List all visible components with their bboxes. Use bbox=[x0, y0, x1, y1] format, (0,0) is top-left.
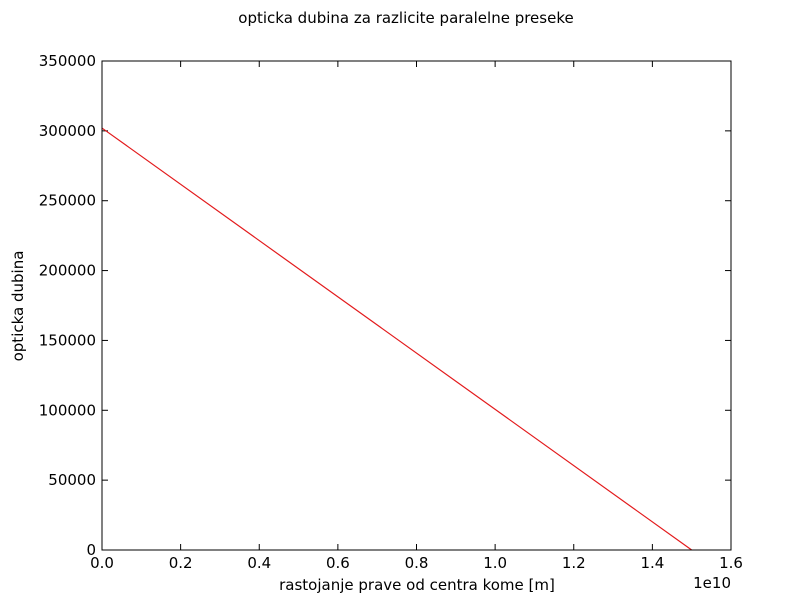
y-tick-label: 0 bbox=[86, 541, 96, 559]
x-axis-label: rastojanje prave od centra kome [m] bbox=[279, 576, 555, 594]
y-tick-label: 350000 bbox=[39, 52, 96, 70]
x-tick-label: 0.0 bbox=[90, 554, 114, 572]
x-tick-label: 1.4 bbox=[640, 554, 664, 572]
x-tick-label: 1.2 bbox=[562, 554, 586, 572]
y-tick-label: 200000 bbox=[39, 262, 96, 280]
chart-title: opticka dubina za razlicite paralelne pr… bbox=[238, 9, 573, 27]
series-line bbox=[101, 127, 693, 551]
x-tick-label: 0.8 bbox=[405, 554, 429, 572]
x-axis-offset-label: 1e10 bbox=[693, 574, 731, 592]
plot-area-frame bbox=[101, 60, 732, 551]
y-tick-label: 50000 bbox=[48, 471, 96, 489]
y-axis-label: opticka dubina bbox=[9, 251, 27, 362]
y-tick-label: 250000 bbox=[39, 192, 96, 210]
y-tick-label: 300000 bbox=[39, 122, 96, 140]
ticks-layer: 0.0 0.2 0.4 0.6 0.8 1.0 1.2 1.4 1.6 0 50000 100000 1… bbox=[39, 52, 743, 572]
series-layer bbox=[101, 127, 693, 551]
x-tick-label: 1.6 bbox=[719, 554, 743, 572]
x-tick-label: 0.6 bbox=[326, 554, 350, 572]
y-tick-label: 150000 bbox=[39, 331, 96, 349]
x-tick-label: 0.4 bbox=[247, 554, 271, 572]
x-tick-label: 0.2 bbox=[169, 554, 193, 572]
y-tick-label: 100000 bbox=[39, 401, 96, 419]
x-tick-label: 1.0 bbox=[483, 554, 507, 572]
